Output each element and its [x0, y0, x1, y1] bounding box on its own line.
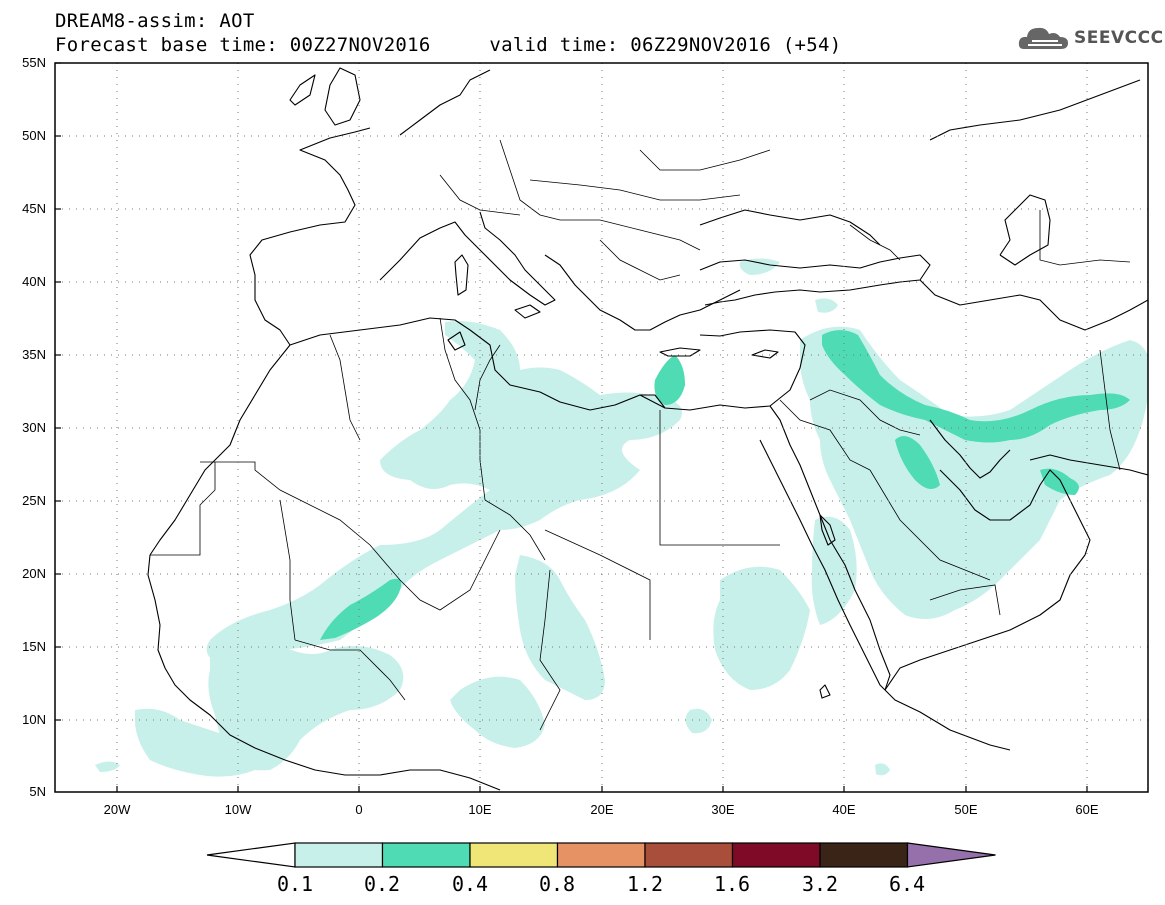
lon-label-20w: 20W [103, 802, 131, 817]
colorbar-segment [644, 842, 734, 868]
colorbar [206, 842, 996, 868]
lat-label-15n: 15N [22, 639, 46, 654]
colorbar-label: 6.4 [888, 872, 926, 896]
lat-label-35n: 35N [22, 347, 46, 362]
colorbar-label: 1.2 [626, 872, 664, 896]
lon-label-40e: 40E [832, 802, 856, 817]
aot-shading-low [95, 258, 1148, 777]
colorbar-segment [294, 842, 384, 868]
lat-label-25n: 25N [22, 493, 46, 508]
cloud-icon [1018, 27, 1068, 49]
lat-label-40n: 40N [22, 274, 46, 289]
lon-label-20e: 20E [590, 802, 614, 817]
country-borders [150, 139, 1131, 731]
colorbar-label: 0.8 [538, 872, 576, 896]
lat-label-20n: 20N [22, 566, 46, 581]
lat-label-45n: 45N [22, 201, 46, 216]
lon-label-10e: 10E [468, 802, 492, 817]
logo-text: SEEVCCC [1074, 28, 1164, 48]
colorbar-segment [381, 842, 471, 868]
lat-label-5n: 5N [29, 784, 46, 799]
axis-ticks [55, 62, 1088, 792]
lat-lon-grid [55, 63, 1148, 792]
aot-shading-mid [320, 330, 1130, 640]
lat-label-30n: 30N [22, 420, 46, 435]
colorbar-label: 0.2 [363, 872, 401, 896]
lon-label-50e: 50E [954, 802, 978, 817]
lat-label-55n: 55N [22, 55, 46, 70]
colorbar-underflow-triangle [206, 842, 296, 868]
seevccc-logo: SEEVCCC [1018, 22, 1163, 56]
lat-label-10n: 10N [22, 712, 46, 727]
lon-label-30e: 30E [711, 802, 735, 817]
colorbar-label: 0.1 [276, 872, 314, 896]
lon-label-60e: 60E [1075, 802, 1099, 817]
colorbar-segment [556, 842, 646, 868]
coastlines [147, 67, 1148, 791]
colorbar-label: 1.6 [713, 872, 751, 896]
colorbar-label: 3.2 [801, 872, 839, 896]
lon-label-0: 0 [355, 802, 363, 817]
lat-label-50n: 50N [22, 128, 46, 143]
map-title: DREAM8-assim: AOT [55, 10, 255, 32]
colorbar-segment [731, 842, 821, 868]
colorbar-segment [469, 842, 559, 868]
lon-label-10w: 10W [224, 802, 252, 817]
colorbar-overflow-triangle [906, 842, 996, 868]
forecast-time-line: Forecast base time: 00Z27NOV2016 valid t… [55, 34, 842, 56]
colorbar-segment [819, 842, 909, 868]
colorbar-label: 0.4 [451, 872, 489, 896]
